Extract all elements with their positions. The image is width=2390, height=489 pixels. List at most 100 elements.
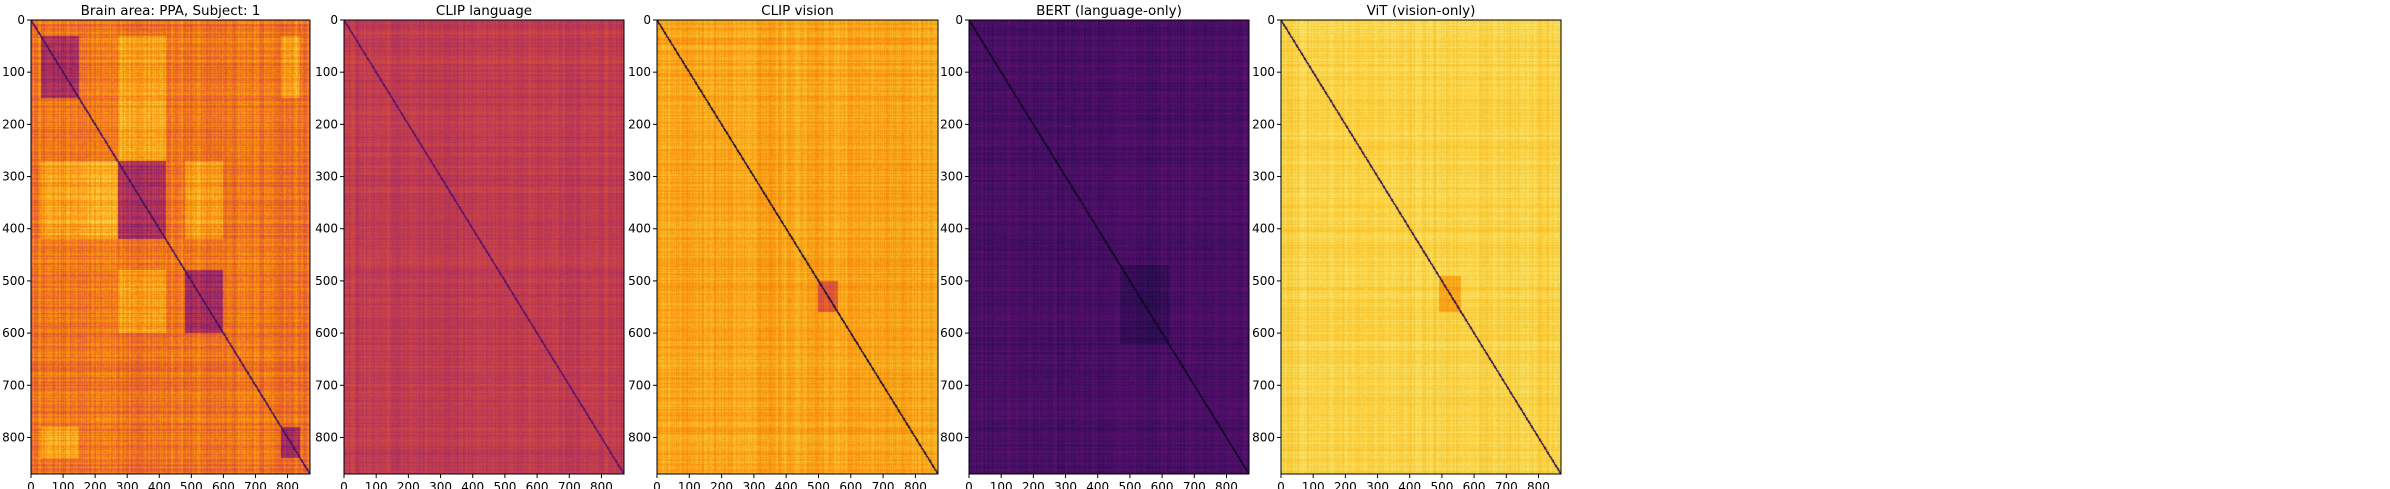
x-tick-label: 0	[340, 480, 348, 489]
y-tick-label: 700	[2, 378, 25, 392]
y-tick-label: 800	[315, 430, 338, 444]
heatmap-matrix	[657, 20, 938, 474]
y-tick-label: 500	[315, 274, 338, 288]
y-tick-label: 300	[628, 170, 651, 184]
heatmap-matrix	[344, 20, 624, 474]
x-tick-label: 0	[27, 480, 35, 489]
panel-title: CLIP language	[436, 3, 532, 19]
y-tick-label: 600	[1252, 326, 1275, 340]
x-tick-label: 200	[397, 480, 420, 489]
y-tick-label: 600	[2, 326, 25, 340]
y-tick-label: 300	[1252, 170, 1275, 184]
x-tick-label: 400	[1086, 480, 1109, 489]
x-tick-label: 0	[1277, 480, 1285, 489]
y-tick-label: 200	[2, 117, 25, 131]
x-tick-label: 600	[526, 480, 549, 489]
y-tick-label: 400	[940, 222, 963, 236]
y-tick-label: 500	[1252, 274, 1275, 288]
y-tick-label: 600	[628, 326, 651, 340]
x-tick-label: 500	[807, 480, 830, 489]
x-tick-label: 100	[678, 480, 701, 489]
x-tick-label: 300	[742, 480, 765, 489]
x-tick-label: 0	[965, 480, 973, 489]
x-tick-label: 200	[710, 480, 733, 489]
x-tick-label: 800	[590, 480, 613, 489]
x-tick-label: 400	[775, 480, 798, 489]
heatmap-panel-1: Brain area: PPA, Subject: 1 0 100 200 300 400…	[2, 3, 311, 489]
y-tick-label: 600	[940, 326, 963, 340]
y-tick-label: 500	[628, 274, 651, 288]
x-tick-label: 300	[1366, 480, 1389, 489]
x-tick-label: 800	[276, 480, 299, 489]
panel-title: ViT (vision-only)	[1367, 3, 1476, 19]
axes-frame	[30, 19, 311, 475]
x-tick-label: 200	[1334, 480, 1357, 489]
panel-title: BERT (language-only)	[1036, 3, 1182, 19]
x-tick-label: 800	[1215, 480, 1238, 489]
x-tick-label: 700	[872, 480, 895, 489]
y-tick-label: 800	[2, 430, 25, 444]
y-tick-label: 800	[1252, 430, 1275, 444]
x-tick-label: 500	[180, 480, 203, 489]
heatmap-matrix	[1281, 20, 1561, 474]
x-tick-label: 100	[990, 480, 1013, 489]
x-tick-label: 500	[1118, 480, 1141, 489]
heatmap-matrix	[969, 20, 1249, 474]
x-tick-label: 600	[1463, 480, 1486, 489]
y-tick-label: 700	[315, 378, 338, 392]
y-tick-label: 300	[315, 170, 338, 184]
x-tick-label: 500	[493, 480, 516, 489]
heatmap-panel-5: ViT (vision-only) 0 100 200 300 400 500 600 700 8…	[1252, 3, 1562, 489]
y-tick-label: 200	[940, 117, 963, 131]
x-tick-label: 200	[1022, 480, 1045, 489]
x-tick-label: 700	[244, 480, 267, 489]
y-tick-label: 100	[940, 65, 963, 79]
heatmap-panel-4: BERT (language-only) 0 100 200 300 400 500 600 7…	[940, 3, 1250, 489]
heatmap-matrix	[31, 20, 310, 474]
y-tick-label: 700	[628, 378, 651, 392]
x-tick-label: 100	[365, 480, 388, 489]
x-tick-label: 300	[429, 480, 452, 489]
axes-frame	[1280, 19, 1562, 475]
y-tick-label: 0	[330, 13, 338, 27]
x-tick-label: 700	[1495, 480, 1518, 489]
x-tick-label: 800	[904, 480, 927, 489]
x-tick-label: 600	[212, 480, 235, 489]
x-tick-label: 400	[148, 480, 171, 489]
y-tick-label: 100	[1252, 65, 1275, 79]
axes-frame	[343, 19, 625, 475]
y-tick-label: 400	[315, 222, 338, 236]
y-tick-label: 0	[955, 13, 963, 27]
panel-title: CLIP vision	[761, 3, 834, 19]
x-tick-label: 400	[461, 480, 484, 489]
y-tick-label: 100	[628, 65, 651, 79]
y-tick-label: 700	[1252, 378, 1275, 392]
y-tick-label: 200	[1252, 117, 1275, 131]
y-tick-label: 300	[2, 170, 25, 184]
y-tick-label: 100	[2, 65, 25, 79]
y-tick-label: 100	[315, 65, 338, 79]
x-tick-label: 300	[116, 480, 139, 489]
y-tick-label: 400	[2, 222, 25, 236]
x-tick-label: 600	[839, 480, 862, 489]
x-tick-label: 600	[1151, 480, 1174, 489]
axes-frame	[656, 19, 939, 475]
x-tick-label: 100	[1302, 480, 1325, 489]
x-tick-label: 500	[1430, 480, 1453, 489]
y-tick-label: 500	[2, 274, 25, 288]
y-tick-label: 200	[315, 117, 338, 131]
axes-frame	[968, 19, 1250, 475]
x-tick-label: 400	[1398, 480, 1421, 489]
x-tick-label: 100	[52, 480, 75, 489]
heatmap-panel-3: CLIP vision 0 100 200 300 400 500 600 700 800 0 100…	[628, 3, 939, 489]
x-tick-label: 200	[84, 480, 107, 489]
x-tick-label: 800	[1527, 480, 1550, 489]
y-tick-label: 300	[940, 170, 963, 184]
y-tick-label: 200	[628, 117, 651, 131]
y-tick-label: 500	[940, 274, 963, 288]
x-tick-label: 300	[1054, 480, 1077, 489]
y-tick-label: 0	[17, 13, 25, 27]
y-tick-label: 400	[1252, 222, 1275, 236]
y-tick-label: 700	[940, 378, 963, 392]
